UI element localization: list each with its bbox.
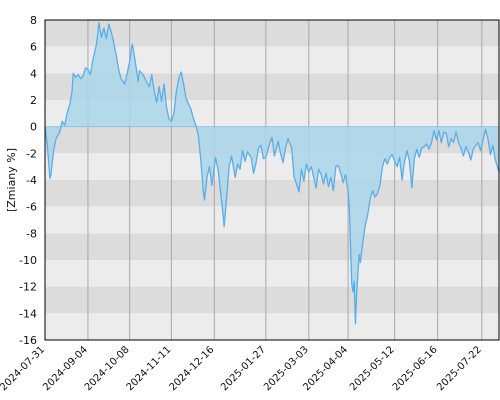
- grid-band: [45, 20, 499, 47]
- y-tick-label: -8: [26, 227, 37, 240]
- y-axis-ticks: 8 6 4 2 0 -2 -4 -6 -8 -10 -12 -14 -16: [19, 14, 37, 347]
- y-axis-title: [Zmiany %]: [5, 148, 18, 212]
- grid-band: [45, 313, 499, 340]
- x-tick-label: 2025-06-16: [391, 344, 440, 393]
- x-tick-label: 2024-07-31: [0, 344, 47, 393]
- x-tick-label: 2025-01-27: [219, 344, 268, 393]
- vertical-gridlines: [87, 20, 483, 340]
- y-tick-label: -14: [19, 307, 37, 320]
- y-tick-label: -10: [19, 254, 37, 267]
- x-tick-label: 2024-12-16: [168, 344, 217, 393]
- grid-band: [45, 180, 499, 207]
- y-tick-label: -6: [26, 201, 37, 214]
- grid-band: [45, 153, 499, 180]
- y-tick-label: -12: [19, 281, 37, 294]
- x-axis-ticks: 2024-07-312024-09-042024-10-082024-11-11…: [0, 344, 484, 393]
- y-tick-label: 2: [30, 94, 37, 107]
- y-tick-label: 4: [30, 67, 37, 80]
- y-tick-label: 0: [30, 121, 37, 134]
- y-tick-label: 8: [30, 14, 37, 27]
- grid-band: [45, 286, 499, 314]
- series-line: [44, 22, 500, 325]
- grid-band: [45, 46, 499, 74]
- y-tick-label: 6: [30, 41, 37, 54]
- x-tick-label: 2025-07-22: [435, 344, 484, 393]
- series-area-fill: [45, 22, 499, 324]
- grid-band: [45, 206, 499, 234]
- plot-frame: [44, 19, 500, 341]
- y-tick-label: -4: [26, 174, 37, 187]
- x-tick-label: 2025-05-12: [348, 344, 397, 393]
- grid-band: [45, 233, 499, 260]
- grid-band: [45, 260, 499, 287]
- x-tick-label: 2024-11-11: [125, 344, 174, 393]
- y-tick-label: -2: [26, 147, 37, 160]
- y-tick-label: -16: [19, 334, 37, 347]
